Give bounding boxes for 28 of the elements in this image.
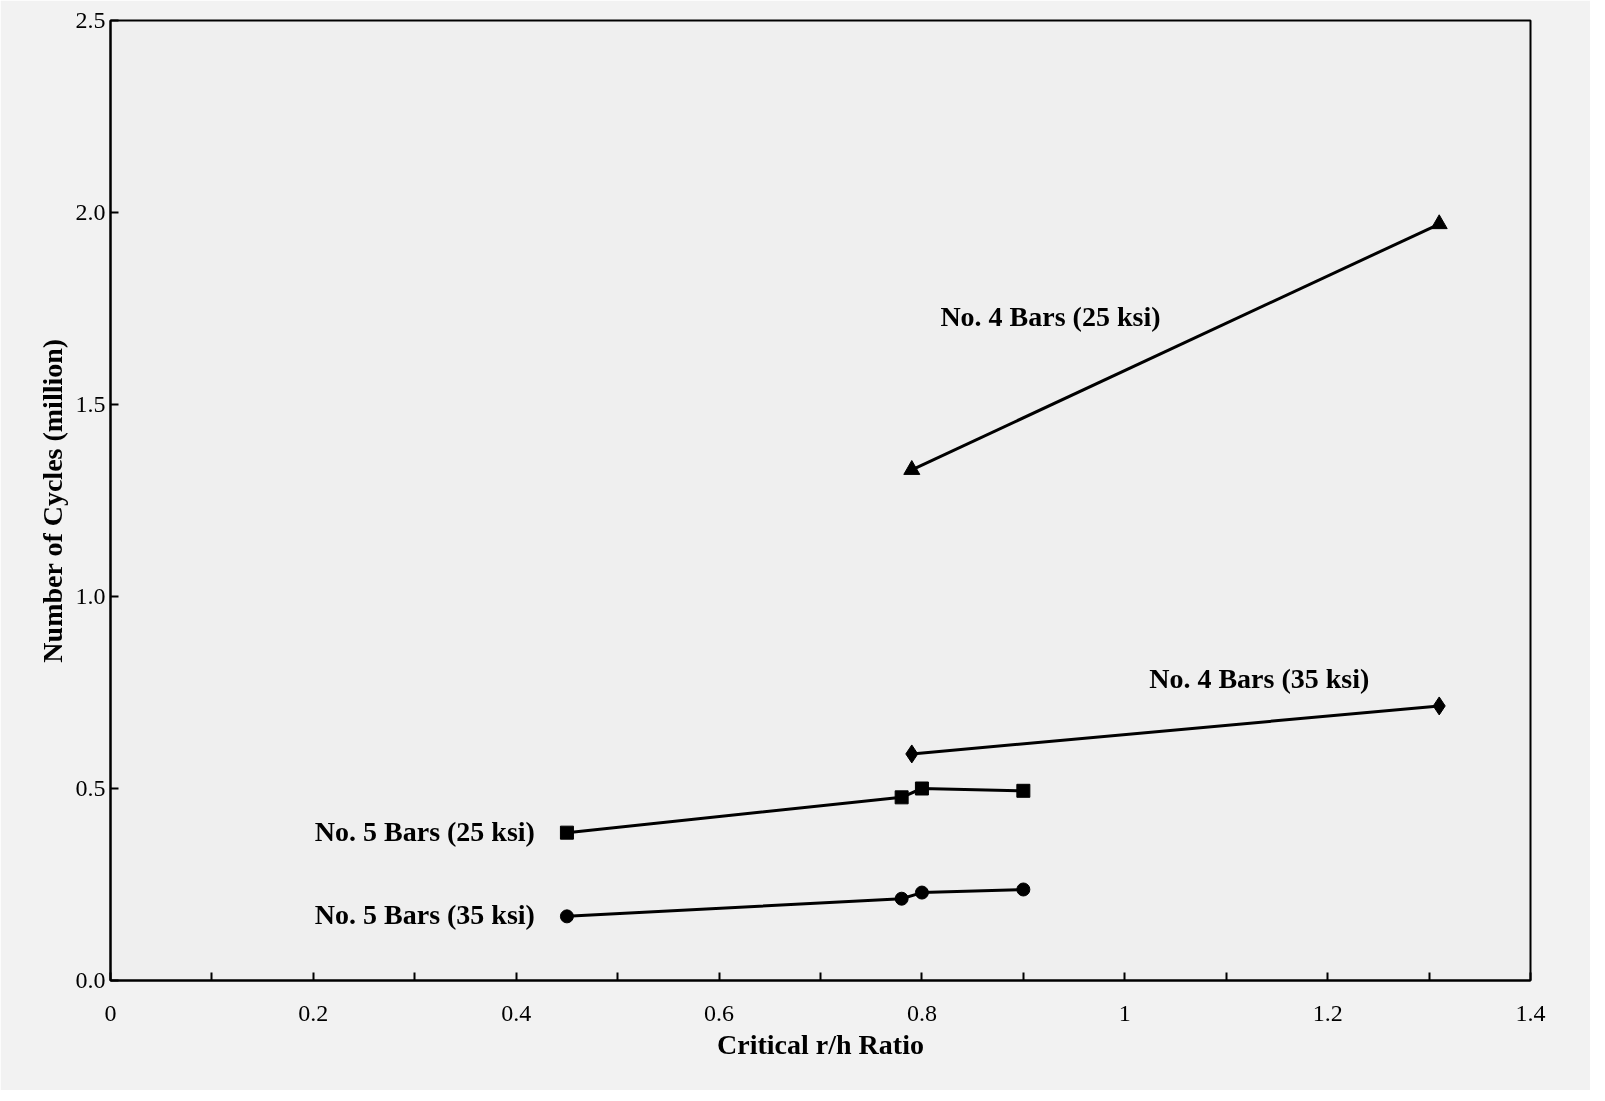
y-tick-label: 0.5 bbox=[75, 775, 106, 801]
x-tick-label: 0.4 bbox=[501, 999, 532, 1026]
y-tick-label: 0.0 bbox=[75, 967, 106, 993]
point bbox=[559, 825, 574, 840]
x-tick-label: 1 bbox=[1118, 999, 1131, 1026]
point bbox=[1016, 882, 1031, 897]
series-label: No. 4 Bars (35 ksi) bbox=[1149, 662, 1370, 694]
series-label: No. 4 Bars (25 ksi) bbox=[940, 300, 1161, 332]
series-label: No. 5 Bars (25 ksi) bbox=[314, 815, 535, 847]
y-tick-label: 2.5 bbox=[75, 7, 106, 33]
series-label: No. 5 Bars (35 ksi) bbox=[314, 899, 535, 931]
y-tick-label: 2.0 bbox=[75, 199, 106, 225]
x-tick-label: 1.2 bbox=[1312, 999, 1343, 1026]
x-tick-label: 0.2 bbox=[298, 999, 329, 1026]
point bbox=[914, 781, 929, 796]
x-tick-label: 1.4 bbox=[1515, 999, 1546, 1026]
point bbox=[559, 909, 574, 924]
y-tick-label: 1.5 bbox=[75, 391, 106, 417]
x-tick-label: 0 bbox=[104, 999, 117, 1026]
x-tick-label: 0.6 bbox=[704, 999, 735, 1026]
y-tick-label: 1.0 bbox=[75, 583, 106, 609]
point bbox=[1016, 783, 1031, 798]
x-axis-title: Critical r/h Ratio bbox=[717, 1028, 924, 1060]
point bbox=[914, 885, 929, 900]
y-axis-title: Number of Cycles (million) bbox=[36, 338, 68, 663]
point bbox=[894, 891, 909, 906]
point bbox=[894, 790, 909, 805]
x-tick-label: 0.8 bbox=[906, 999, 937, 1026]
